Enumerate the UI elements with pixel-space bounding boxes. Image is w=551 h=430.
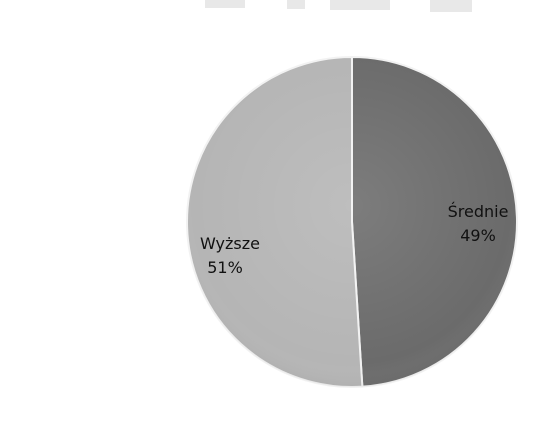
pie-shading-overlay: [187, 57, 517, 387]
slice-label-wyzsze-name: Wyższe: [200, 234, 260, 253]
slice-label-wyzsze-value: 51%: [207, 258, 243, 277]
pie-labels: Średnie 49% Wyższe 51%: [200, 202, 508, 277]
slice-label-srednie-name: Średnie: [448, 202, 509, 221]
slice-label-srednie-value: 49%: [460, 226, 496, 245]
top-decorative-fragment: [205, 0, 472, 12]
